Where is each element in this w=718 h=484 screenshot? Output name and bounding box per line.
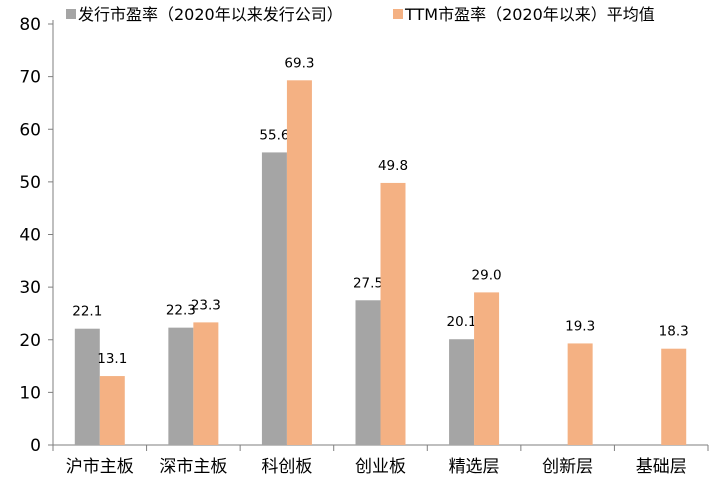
bar-ttm-pe bbox=[380, 182, 406, 446]
data-label: 29.0 bbox=[472, 267, 502, 283]
data-label: 13.1 bbox=[97, 351, 127, 367]
y-tick-label: 30 bbox=[19, 278, 41, 298]
data-label: 22.3 bbox=[166, 303, 196, 319]
y-tick-label: 20 bbox=[19, 331, 41, 351]
x-tick-label: 深市主板 bbox=[159, 457, 227, 477]
bar-issue-pe bbox=[355, 300, 381, 445]
data-label: 69.3 bbox=[284, 55, 314, 71]
data-label: 27.5 bbox=[353, 275, 383, 291]
bar-issue-pe bbox=[449, 339, 475, 445]
y-tick-label: 50 bbox=[19, 173, 41, 193]
data-label: 22.1 bbox=[72, 304, 102, 320]
data-label: 20.1 bbox=[447, 314, 477, 330]
x-tick-label: 基础层 bbox=[636, 457, 687, 477]
data-label: 19.3 bbox=[565, 318, 595, 334]
x-tick-label: 创新层 bbox=[542, 457, 593, 477]
bar-ttm-pe bbox=[474, 292, 500, 445]
y-tick-label: 60 bbox=[19, 120, 41, 140]
bar-ttm-pe bbox=[661, 348, 687, 445]
data-label: 18.3 bbox=[659, 324, 689, 340]
bar-issue-pe bbox=[74, 328, 100, 445]
x-tick-label: 创业板 bbox=[355, 457, 406, 477]
bar-ttm-pe bbox=[286, 80, 312, 445]
legend-label: 发行市盈率（2020年以来发行公司） bbox=[78, 5, 343, 24]
bar-ttm-pe bbox=[99, 376, 125, 445]
x-tick-label: 精选层 bbox=[449, 457, 500, 477]
legend-label: TTM市盈率（2020年以来）平均值 bbox=[404, 5, 655, 24]
y-tick-label: 0 bbox=[30, 436, 41, 456]
x-tick-label: 科创板 bbox=[261, 457, 312, 477]
bar-ttm-pe bbox=[193, 322, 219, 445]
data-label: 23.3 bbox=[191, 297, 221, 313]
y-tick-label: 40 bbox=[19, 226, 41, 246]
legend-swatch bbox=[66, 9, 76, 19]
data-label: 55.6 bbox=[259, 127, 289, 143]
bar-issue-pe bbox=[261, 152, 287, 445]
x-tick-label: 沪市主板 bbox=[66, 457, 134, 477]
bar-ttm-pe bbox=[567, 343, 593, 445]
y-tick-label: 70 bbox=[19, 68, 41, 88]
bar-issue-pe bbox=[168, 327, 194, 445]
y-tick-label: 80 bbox=[19, 15, 41, 35]
legend-swatch bbox=[393, 9, 403, 19]
y-tick-label: 10 bbox=[19, 383, 41, 403]
data-label: 49.8 bbox=[378, 158, 408, 174]
